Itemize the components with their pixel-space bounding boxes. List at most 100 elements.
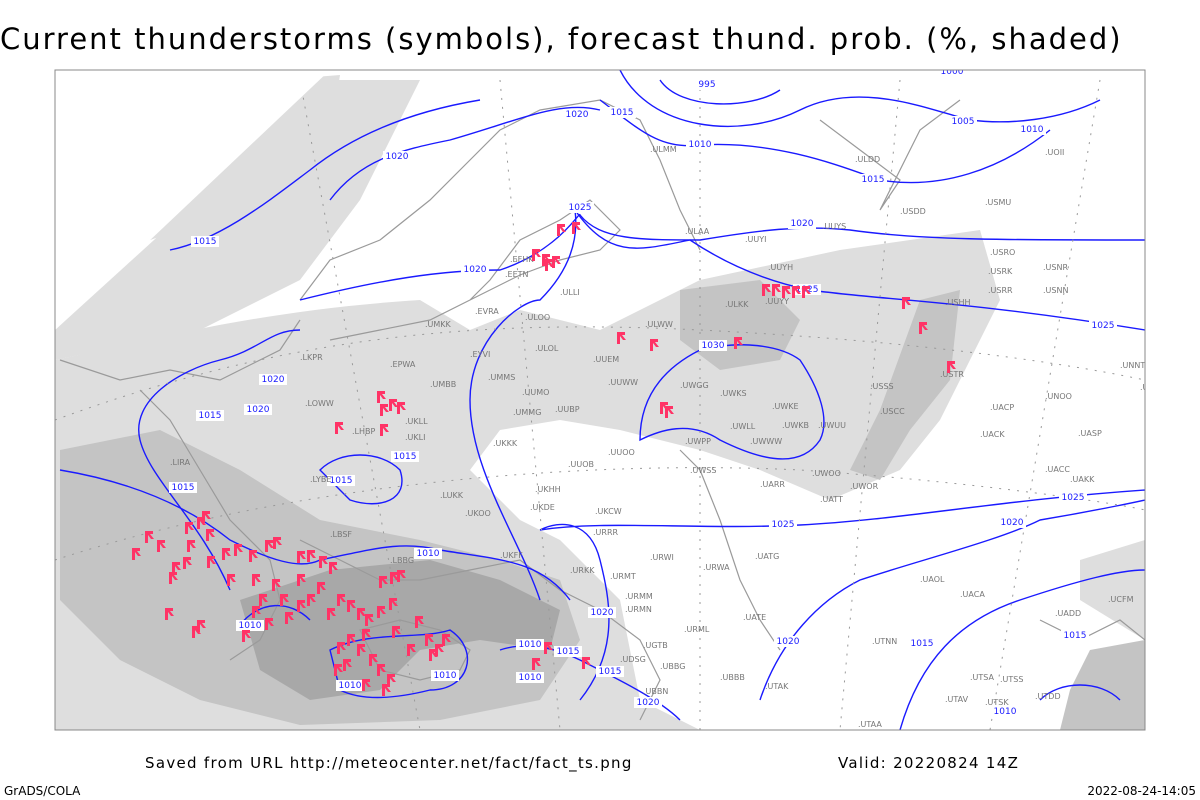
- station-label: .UUWW: [608, 378, 638, 387]
- station-label: .UOII: [1045, 148, 1064, 157]
- map-title: Current thunderstorms (symbols), forecas…: [0, 22, 1123, 56]
- station-label: .LIRA: [170, 458, 191, 467]
- station-label: .UTAK: [765, 682, 789, 691]
- station-label: .LKPR: [300, 353, 323, 362]
- station-label: .UUYI: [745, 235, 767, 244]
- station-label: .UKDE: [530, 503, 555, 512]
- station-label: .UUYS: [822, 222, 846, 231]
- isobar-label: 1020: [566, 110, 589, 120]
- station-label: .UTDD: [1035, 692, 1061, 701]
- isobar-label-bg: [859, 174, 887, 185]
- isobar-label: 1020: [791, 219, 814, 229]
- station-label: .UUYY: [765, 297, 789, 306]
- isobar-label: 1020: [262, 375, 285, 385]
- isobar-label: 1015: [330, 476, 353, 486]
- station-label: .EPWA: [390, 360, 416, 369]
- station-label: .UWWW: [750, 437, 782, 446]
- station-label: .UNBB: [1140, 383, 1165, 392]
- isobar-label-bg: [991, 706, 1019, 717]
- isobar-label: 1010: [994, 707, 1017, 717]
- station-label: .UADD: [1055, 609, 1081, 618]
- station-label: .USTR: [940, 370, 964, 379]
- station-label: .UNOO: [1045, 392, 1072, 401]
- station-label: .LUKK: [440, 491, 464, 500]
- station-label: .UACA: [960, 590, 985, 599]
- station-label: .ULOL: [535, 344, 559, 353]
- isobar-label-bg: [1061, 630, 1089, 641]
- isobar-label: 1020: [591, 608, 614, 618]
- isobar-label-bg: [461, 264, 489, 275]
- station-label: .EYVI: [470, 350, 490, 359]
- station-label: .UATG: [755, 552, 779, 561]
- station-label: .ULDD: [855, 155, 880, 164]
- isobar-label-bg: [1089, 320, 1117, 331]
- station-label: .UKKK: [493, 439, 518, 448]
- station-label: .ULAA: [685, 227, 710, 236]
- isobar-label-bg: [566, 202, 594, 213]
- station-label: .EVRA: [475, 307, 499, 316]
- isobar-label: 1015: [862, 175, 885, 185]
- isobar-label-bg: [383, 151, 411, 162]
- station-label: .UTAA: [858, 720, 882, 729]
- station-label: .UWLL: [730, 422, 756, 431]
- generated-timestamp: 2022-08-24-14:05: [1087, 784, 1196, 798]
- lat-lon-grid: [55, 79, 1145, 730]
- isobar-label-bg: [327, 475, 355, 486]
- station-label: .UTNN: [872, 637, 897, 646]
- station-label: .URMN: [625, 605, 652, 614]
- station-label: .UWKE: [772, 402, 799, 411]
- station-label: .UWPP: [685, 437, 711, 446]
- station-label: .LHBP: [352, 427, 376, 436]
- isobar-label-bg: [414, 548, 442, 559]
- isobar-label-bg: [169, 482, 197, 493]
- station-label: .UKFF: [500, 551, 523, 560]
- isobar-label: 1015: [394, 452, 417, 462]
- station-label: .UKOO: [465, 509, 491, 518]
- station-label: .UMMG: [513, 408, 541, 417]
- station-label: .USRR: [988, 286, 1013, 295]
- station-label: .ULWW: [645, 320, 673, 329]
- station-label: .UWOR: [850, 482, 879, 491]
- isobar-label: 1010: [239, 621, 262, 631]
- isobar-label: 1020: [386, 152, 409, 162]
- station-label: .UBBG: [660, 662, 685, 671]
- isobar-label: 1015: [194, 237, 217, 247]
- isobar-label-bg: [516, 672, 544, 683]
- isobar-label-bg: [191, 236, 219, 247]
- isobar-label-bg: [769, 519, 797, 530]
- isobar-label: 1010: [519, 640, 542, 650]
- valid-time: Valid: 20220824 14Z: [838, 754, 1020, 772]
- station-label: .USRK: [988, 267, 1013, 276]
- station-label: .UMKK: [425, 320, 452, 329]
- isobar-label: 1010: [1021, 125, 1044, 135]
- isobar-label-bg: [236, 620, 264, 631]
- station-label: .ULKK: [725, 300, 749, 309]
- station-label: .UWKS: [720, 389, 747, 398]
- station-label: .UKHH: [535, 485, 561, 494]
- station-label: .EETN: [505, 270, 529, 279]
- station-label: .UNNT: [1120, 361, 1145, 370]
- station-label: .UATT: [820, 495, 843, 504]
- station-label: .UUEM: [593, 355, 619, 364]
- station-label: .UUMO: [522, 388, 549, 397]
- station-label: .UTSK: [985, 698, 1009, 707]
- isobar-label-bg: [516, 639, 544, 650]
- station-label: .UWSS: [690, 466, 716, 475]
- station-label: .UASP: [1078, 429, 1102, 438]
- isobar-label-bg: [244, 404, 272, 415]
- source-url-text: Saved from URL http://meteocenter.net/fa…: [145, 754, 633, 772]
- station-label: .URWI: [650, 553, 674, 562]
- station-label: .URML: [684, 625, 710, 634]
- station-label: .USDD: [900, 207, 926, 216]
- station-label: .UUOO: [608, 448, 635, 457]
- map-frame: [54, 69, 1146, 731]
- station-label: .UCFM: [1108, 595, 1134, 604]
- station-label: .UATE: [743, 613, 766, 622]
- station-label: .UTAV: [945, 695, 969, 704]
- isobar-label-bg: [588, 607, 616, 618]
- isobar-label-bg: [608, 107, 636, 118]
- station-label: .URKK: [570, 566, 595, 575]
- isobar-label-bg: [699, 340, 727, 351]
- station-label: .UTSS: [1000, 675, 1023, 684]
